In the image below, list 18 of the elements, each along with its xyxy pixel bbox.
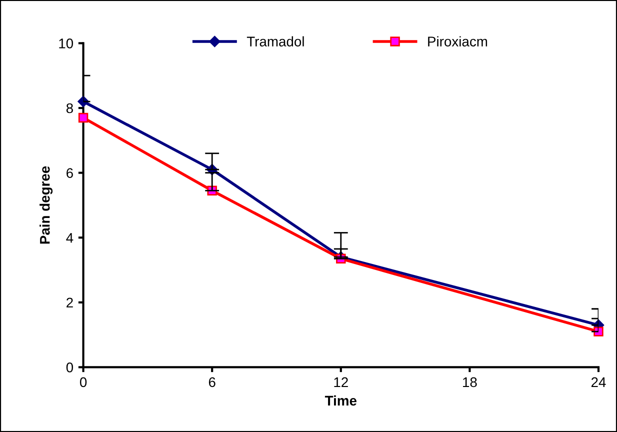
x-tick-label: 24 [591, 377, 606, 387]
y-tick-label: 8 [66, 103, 73, 114]
y-tick-label: 4 [66, 233, 74, 243]
x-axis-title: Time [324, 395, 357, 406]
point [78, 112, 88, 123]
y-tick-label: 0 [66, 362, 74, 372]
y-tick-label: 2 [66, 298, 73, 308]
legend-label: Piroxiacm [428, 36, 488, 46]
legend-label: Tramadol [246, 36, 304, 46]
x-tick-label: 12 [334, 377, 348, 387]
x-tick-label: 18 [463, 377, 477, 388]
y-tick-label: 10 [59, 38, 74, 48]
point [78, 96, 89, 108]
point [594, 326, 604, 336]
y-tick-label: 6 [66, 168, 73, 178]
y-axis-title: Pain degree [40, 166, 53, 244]
x-tick-label: 0 [80, 377, 87, 388]
x-tick-label: 6 [208, 377, 216, 388]
